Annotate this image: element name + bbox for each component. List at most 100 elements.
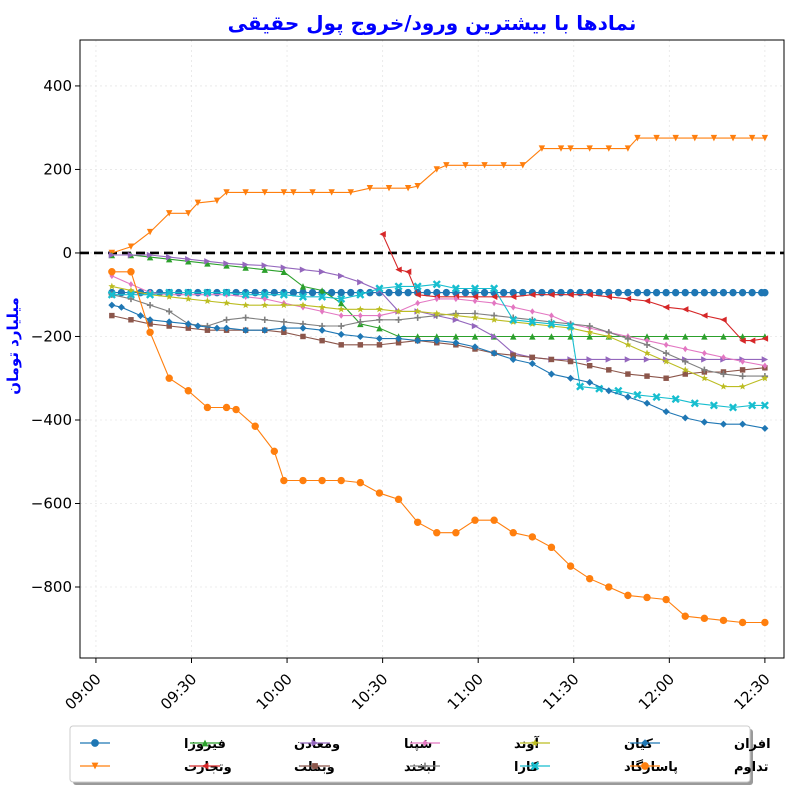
data-point xyxy=(319,337,325,344)
data-point xyxy=(519,288,527,297)
data-point xyxy=(471,333,479,340)
data-point xyxy=(251,422,259,430)
data-point xyxy=(357,312,363,319)
data-point xyxy=(509,355,517,363)
data-point xyxy=(719,420,727,428)
data-point xyxy=(662,349,670,357)
data-point xyxy=(395,266,402,273)
legend-marker xyxy=(421,762,429,770)
data-point xyxy=(376,324,383,332)
data-point xyxy=(700,614,709,623)
data-point xyxy=(338,299,345,307)
data-point xyxy=(605,387,613,395)
data-point xyxy=(471,322,479,330)
data-point xyxy=(719,382,727,390)
data-point xyxy=(184,288,193,297)
data-point xyxy=(729,288,737,297)
data-point xyxy=(223,189,230,196)
series-2 xyxy=(108,134,769,257)
data-point xyxy=(557,145,565,152)
data-point xyxy=(739,420,747,428)
data-point xyxy=(108,251,116,259)
data-point xyxy=(701,333,708,340)
data-point xyxy=(528,317,537,326)
x-axis: 09:00 09:30 10:00 10:30 11:00 11:30 12:00 12:30 xyxy=(61,658,774,713)
data-point xyxy=(300,333,306,340)
legend-item: افران xyxy=(630,737,771,752)
data-point xyxy=(709,401,718,410)
data-point xyxy=(624,288,632,297)
data-point xyxy=(510,293,517,301)
legend-marker xyxy=(641,762,649,770)
data-point xyxy=(147,321,153,327)
data-point xyxy=(319,308,325,315)
data-point xyxy=(165,318,173,326)
data-point xyxy=(452,316,460,323)
data-point xyxy=(299,301,307,309)
data-point xyxy=(376,316,383,323)
data-point xyxy=(261,189,268,196)
data-point xyxy=(663,375,669,381)
data-point xyxy=(298,292,308,301)
data-point xyxy=(184,320,192,328)
data-point xyxy=(423,288,431,297)
data-point xyxy=(761,374,769,382)
data-point xyxy=(633,390,642,399)
data-point xyxy=(146,228,154,236)
series-12 xyxy=(108,268,769,627)
data-point xyxy=(223,299,231,307)
data-point xyxy=(185,258,192,265)
data-point xyxy=(261,266,268,273)
data-point xyxy=(109,272,115,280)
data-point xyxy=(299,266,307,273)
data-point xyxy=(671,288,680,297)
data-point xyxy=(643,593,651,602)
data-point xyxy=(748,134,756,142)
data-point xyxy=(586,378,594,386)
data-point xyxy=(567,145,574,152)
data-point xyxy=(710,288,718,297)
data-point xyxy=(366,185,374,192)
y-axis-label: میلیارد تومان xyxy=(4,297,22,395)
data-point xyxy=(671,395,680,404)
data-point xyxy=(318,287,326,294)
data-point xyxy=(127,243,135,250)
legend-label: افران xyxy=(734,737,771,752)
data-point xyxy=(451,284,460,293)
data-point xyxy=(471,314,479,321)
legend-label: کیان xyxy=(624,737,653,752)
data-point xyxy=(165,293,173,300)
x-tick-label: 12:00 xyxy=(635,670,678,713)
legend-label: ومعادن xyxy=(294,737,340,752)
data-point xyxy=(761,288,769,297)
legend-marker xyxy=(201,739,209,747)
data-point xyxy=(337,288,345,297)
data-point xyxy=(643,297,651,305)
legend-label: پاسارگاد xyxy=(624,759,678,775)
data-point xyxy=(223,262,230,269)
data-point xyxy=(318,303,326,311)
y-tick-label: −200 xyxy=(31,327,72,345)
data-point xyxy=(509,315,518,324)
data-point xyxy=(261,326,269,334)
data-point xyxy=(108,301,116,309)
data-point xyxy=(682,306,689,313)
data-point xyxy=(739,367,746,373)
data-point xyxy=(740,358,745,365)
x-tick-label: 11:00 xyxy=(444,670,487,713)
y-tick-label: −800 xyxy=(31,578,72,596)
data-point xyxy=(203,297,211,304)
data-point xyxy=(337,305,345,313)
data-point xyxy=(280,189,288,196)
data-point xyxy=(241,290,250,299)
data-point xyxy=(165,308,173,315)
data-point xyxy=(261,262,268,269)
data-point xyxy=(185,256,192,263)
data-point xyxy=(146,290,155,299)
data-point xyxy=(624,295,632,303)
data-point xyxy=(719,288,728,297)
data-point xyxy=(318,476,326,485)
data-point xyxy=(414,182,421,190)
y-axis: 400 200 0 −200 −400 −600 −800 xyxy=(31,77,80,596)
data-point xyxy=(700,374,708,382)
